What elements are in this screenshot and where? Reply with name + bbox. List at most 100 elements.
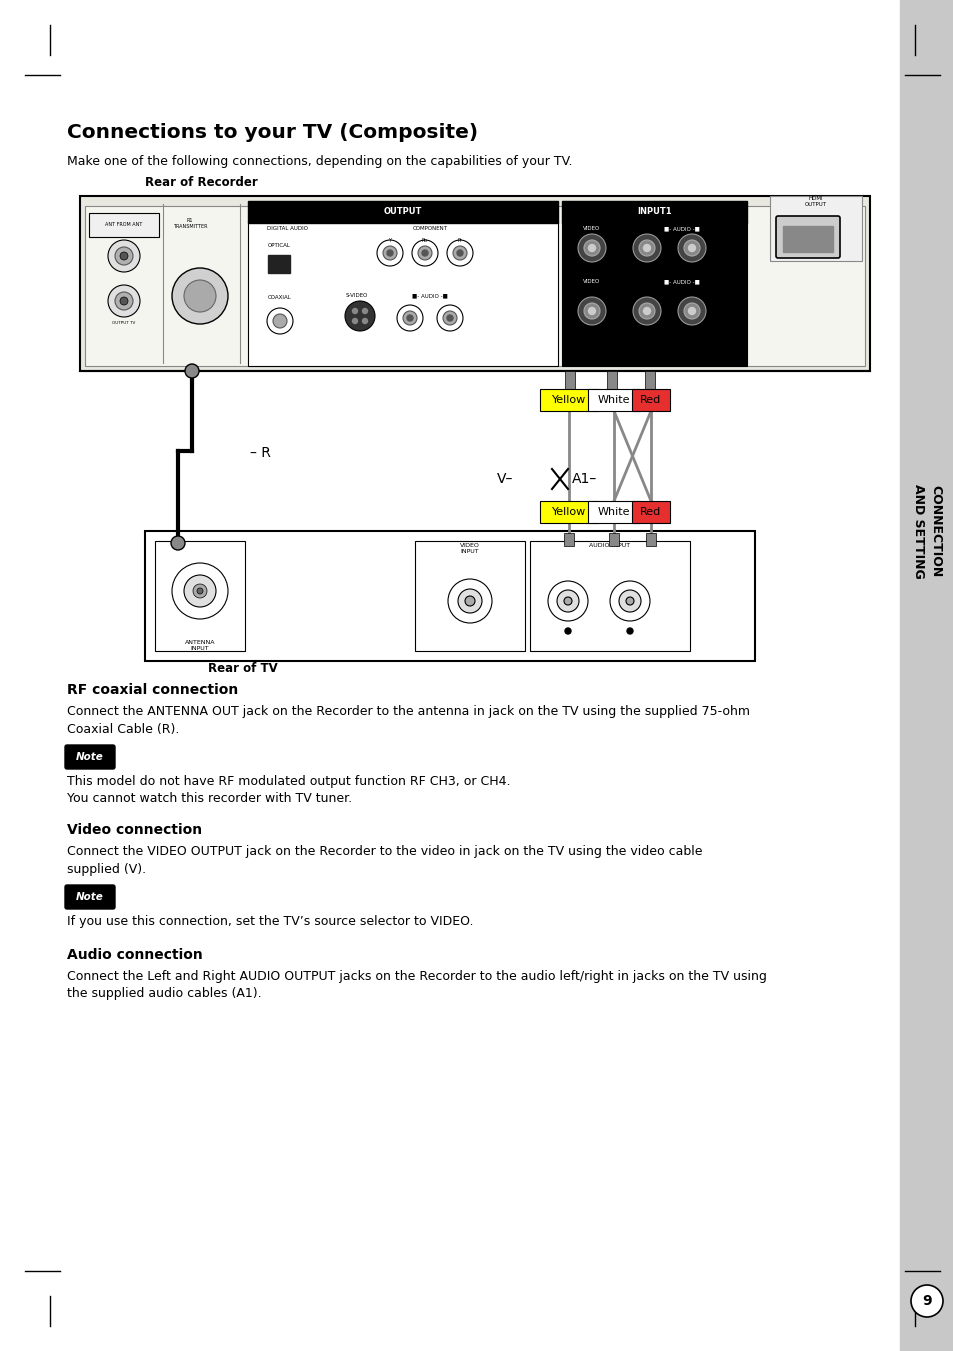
- Text: Connect the VIDEO OUTPUT jack on the Recorder to the video in jack on the TV usi: Connect the VIDEO OUTPUT jack on the Rec…: [67, 844, 701, 875]
- Circle shape: [447, 315, 453, 322]
- Text: Connect the ANTENNA OUT jack on the Recorder to the antenna in jack on the TV us: Connect the ANTENNA OUT jack on the Reco…: [67, 705, 749, 735]
- Text: VIDEO: VIDEO: [583, 280, 600, 284]
- Circle shape: [453, 246, 467, 259]
- Text: Make one of the following connections, depending on the capabilities of your TV.: Make one of the following connections, d…: [67, 155, 572, 168]
- Text: Connections to your TV (Composite): Connections to your TV (Composite): [67, 123, 477, 142]
- Circle shape: [625, 597, 634, 605]
- Text: INPUT1: INPUT1: [637, 208, 671, 216]
- Text: Audio connection: Audio connection: [67, 948, 203, 962]
- Bar: [539, 501, 598, 523]
- Circle shape: [578, 234, 605, 262]
- Circle shape: [352, 319, 357, 323]
- Text: COMPONENT: COMPONENT: [412, 226, 447, 231]
- Bar: [899, 0, 953, 1351]
- Bar: [631, 501, 669, 523]
- Circle shape: [456, 250, 462, 255]
- Circle shape: [578, 297, 605, 326]
- Circle shape: [457, 589, 481, 613]
- Text: 9: 9: [922, 1294, 931, 1308]
- Text: Red: Red: [639, 507, 661, 517]
- Circle shape: [464, 596, 475, 607]
- Circle shape: [633, 234, 660, 262]
- Bar: [782, 226, 832, 253]
- Text: Pr: Pr: [457, 238, 462, 243]
- Text: CONNECTION
AND SETTING: CONNECTION AND SETTING: [911, 484, 941, 578]
- Text: V–: V–: [497, 471, 513, 486]
- Circle shape: [376, 240, 402, 266]
- Text: VIDEO
INPUT: VIDEO INPUT: [459, 543, 479, 554]
- Circle shape: [115, 247, 132, 265]
- Text: If you use this connection, set the TV’s source selector to VIDEO.: If you use this connection, set the TV’s…: [67, 915, 473, 928]
- Bar: [268, 255, 290, 273]
- Circle shape: [108, 240, 140, 272]
- Circle shape: [688, 245, 695, 251]
- FancyBboxPatch shape: [775, 216, 840, 258]
- Bar: [645, 534, 656, 546]
- Text: Y: Y: [388, 238, 391, 243]
- Circle shape: [345, 301, 375, 331]
- Text: White: White: [598, 394, 630, 405]
- Circle shape: [436, 305, 462, 331]
- Circle shape: [448, 580, 492, 623]
- Text: This model do not have RF modulated output function RF CH3, or CH4.
You cannot w: This model do not have RF modulated outp…: [67, 775, 510, 805]
- Circle shape: [184, 280, 215, 312]
- Text: Connect the Left and Right AUDIO OUTPUT jacks on the Recorder to the audio left/: Connect the Left and Right AUDIO OUTPUT …: [67, 970, 766, 1001]
- Text: OUTPUT: OUTPUT: [383, 208, 422, 216]
- Text: Rear of TV: Rear of TV: [208, 662, 277, 676]
- Text: – R: – R: [250, 446, 271, 459]
- Circle shape: [688, 308, 695, 315]
- Text: Yellow: Yellow: [551, 394, 585, 405]
- Circle shape: [678, 234, 705, 262]
- Bar: [769, 196, 862, 261]
- Circle shape: [639, 240, 655, 255]
- Text: A1–: A1–: [572, 471, 597, 486]
- Circle shape: [618, 590, 640, 612]
- Circle shape: [588, 308, 595, 315]
- Circle shape: [683, 303, 700, 319]
- Circle shape: [678, 297, 705, 326]
- Circle shape: [184, 576, 215, 607]
- Circle shape: [547, 581, 587, 621]
- Circle shape: [120, 253, 128, 259]
- Bar: [606, 372, 617, 389]
- Text: OPTICAL: OPTICAL: [268, 243, 291, 249]
- Circle shape: [407, 315, 413, 322]
- Circle shape: [588, 245, 595, 251]
- Circle shape: [362, 308, 367, 313]
- Circle shape: [382, 246, 396, 259]
- Bar: [530, 540, 689, 651]
- Circle shape: [352, 308, 357, 313]
- Bar: [539, 389, 598, 411]
- Bar: [561, 201, 746, 223]
- Text: ANT FROM ANT: ANT FROM ANT: [105, 223, 143, 227]
- Bar: [644, 372, 655, 389]
- Text: R1
TRANSMITTER: R1 TRANSMITTER: [172, 218, 207, 228]
- Text: COAXIAL: COAXIAL: [268, 295, 292, 300]
- Circle shape: [115, 292, 132, 309]
- Circle shape: [108, 285, 140, 317]
- Circle shape: [402, 311, 416, 326]
- Bar: [563, 534, 574, 546]
- Circle shape: [583, 240, 599, 255]
- FancyBboxPatch shape: [89, 213, 159, 236]
- Circle shape: [643, 308, 650, 315]
- Bar: [248, 222, 558, 366]
- Text: ANTENNA
INPUT: ANTENNA INPUT: [185, 640, 215, 651]
- Circle shape: [171, 536, 185, 550]
- Circle shape: [421, 250, 428, 255]
- Text: White: White: [598, 507, 630, 517]
- Circle shape: [447, 240, 473, 266]
- Circle shape: [583, 303, 599, 319]
- Bar: [248, 201, 558, 223]
- Text: RF coaxial connection: RF coaxial connection: [67, 684, 238, 697]
- FancyBboxPatch shape: [65, 885, 115, 909]
- Text: Pb: Pb: [421, 238, 428, 243]
- Circle shape: [633, 297, 660, 326]
- Bar: [631, 389, 669, 411]
- Text: OUTPUT TV: OUTPUT TV: [112, 322, 135, 326]
- Text: Red: Red: [639, 394, 661, 405]
- Circle shape: [563, 597, 572, 605]
- Bar: [145, 531, 754, 661]
- Bar: [80, 196, 869, 372]
- Circle shape: [643, 245, 650, 251]
